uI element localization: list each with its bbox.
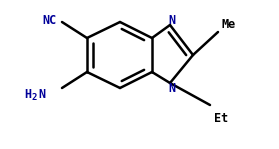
Text: 2: 2: [32, 94, 37, 103]
Text: Me: Me: [222, 18, 236, 31]
Text: N: N: [169, 14, 175, 27]
Text: Et: Et: [214, 111, 228, 125]
Text: H: H: [24, 89, 31, 101]
Text: N: N: [38, 89, 45, 101]
Text: NC: NC: [43, 14, 57, 27]
Text: N: N: [169, 82, 175, 94]
